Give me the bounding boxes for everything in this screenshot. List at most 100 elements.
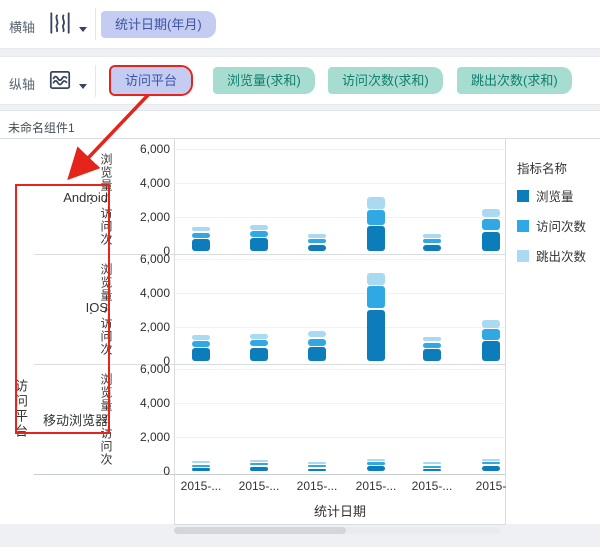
bar-segment-跳出次数[interactable] — [482, 209, 500, 218]
x-tick-label: 2015-... — [355, 479, 397, 493]
legend-item-pageviews[interactable]: 浏览量 — [517, 186, 586, 205]
bar-segment-跳出次数[interactable] — [423, 337, 441, 342]
bar-segment-浏览量[interactable] — [367, 226, 385, 251]
bar-segment-浏览量[interactable] — [423, 469, 441, 471]
y-tick-label: 6,000 — [139, 142, 170, 156]
bar-segment-访问次数[interactable] — [192, 232, 210, 238]
field-pill-visits[interactable]: 访问次数(求和) — [328, 67, 443, 94]
chart-component: 未命名组件1 0 2,000 4,000 6,000 浏览量/访问次⋮ Android 0 2… — [0, 110, 600, 525]
legend-item-visits[interactable]: 访问次数 — [517, 216, 586, 235]
bar-segment-跳出次数[interactable] — [308, 461, 326, 464]
facet-row-label: IOS — [85, 300, 108, 315]
field-pill-platform[interactable]: 访问平台 — [108, 65, 194, 96]
bar-segment-访问次数[interactable] — [482, 462, 500, 465]
bar-segment-浏览量[interactable] — [308, 244, 326, 251]
bar-segment-跳出次数[interactable] — [482, 320, 500, 328]
horizontal-axis-label: 横轴 — [9, 20, 36, 35]
divider — [95, 8, 96, 40]
legend-title: 指标名称 — [517, 162, 568, 176]
field-pill-date[interactable]: 统计日期(年月) — [101, 11, 216, 38]
bar-segment-跳出次数[interactable] — [250, 333, 268, 339]
bar-segment-浏览量[interactable] — [367, 310, 385, 361]
y-tick-label: 4,000 — [139, 286, 170, 300]
bar-segment-浏览量[interactable] — [192, 239, 210, 251]
bar-segment-浏览量[interactable] — [367, 466, 385, 471]
bar-segment-浏览量[interactable] — [482, 341, 500, 361]
bar-segment-浏览量[interactable] — [250, 238, 268, 252]
y-tick-label: 6,000 — [139, 252, 170, 266]
bar-segment-浏览量[interactable] — [423, 244, 441, 251]
bar-segment-浏览量[interactable] — [423, 349, 441, 361]
field-pill-pageviews[interactable]: 浏览量(求和) — [213, 67, 315, 94]
y-tick-label: 0 — [163, 464, 170, 478]
y-tick-label: 6,000 — [139, 362, 170, 376]
bar-segment-跳出次数[interactable] — [482, 458, 500, 461]
chart-type-line-icon[interactable] — [47, 67, 73, 93]
bar-segment-访问次数[interactable] — [308, 465, 326, 468]
bar-segment-跳出次数[interactable] — [367, 458, 385, 461]
bar-segment-访问次数[interactable] — [250, 463, 268, 465]
chevron-down-icon[interactable] — [79, 84, 87, 89]
bar-segment-访问次数[interactable] — [423, 342, 441, 348]
bar-segment-访问次数[interactable] — [482, 329, 500, 340]
bar-segment-浏览量[interactable] — [308, 347, 326, 361]
scrollbar-thumb[interactable] — [174, 527, 346, 534]
bar-segment-浏览量[interactable] — [250, 466, 268, 471]
bar-segment-访问次数[interactable] — [308, 338, 326, 346]
x-tick-label: 2015-... — [411, 479, 453, 493]
bar-segment-访问次数[interactable] — [250, 231, 268, 237]
bar-segment-访问次数[interactable] — [308, 239, 326, 243]
bar-segment-浏览量[interactable] — [308, 468, 326, 471]
x-tick-label: 2015-... — [296, 479, 338, 493]
bar-segment-访问次数[interactable] — [192, 464, 210, 467]
legend-item-bounces[interactable]: 跳出次数 — [517, 246, 586, 265]
horizontal-scrollbar[interactable] — [174, 527, 500, 534]
annotation-highlight-box — [15, 184, 110, 434]
bar-segment-跳出次数[interactable] — [423, 462, 441, 464]
plot-left-border — [174, 138, 175, 524]
bar-segment-浏览量[interactable] — [192, 348, 210, 362]
bar-segment-访问次数[interactable] — [367, 462, 385, 465]
bar-segment-访问次数[interactable] — [250, 340, 268, 347]
bar-segment-访问次数[interactable] — [367, 286, 385, 309]
y-tick-label: 2,000 — [139, 430, 170, 444]
chevron-down-icon[interactable] — [79, 27, 87, 32]
bar-segment-跳出次数[interactable] — [250, 459, 268, 462]
bar-segment-浏览量[interactable] — [250, 347, 268, 361]
bar-segment-跳出次数[interactable] — [308, 330, 326, 338]
facet-row-label: Android — [63, 190, 108, 205]
chart-type-bar-icon[interactable] — [47, 10, 73, 36]
bar-segment-跳出次数[interactable] — [192, 226, 210, 231]
bar-segment-跳出次数[interactable] — [367, 197, 385, 209]
gridline — [175, 259, 505, 260]
bar-segment-跳出次数[interactable] — [308, 234, 326, 238]
bar-segment-跳出次数[interactable] — [192, 461, 210, 464]
bar-segment-访问次数[interactable] — [423, 239, 441, 243]
bar-segment-跳出次数[interactable] — [367, 273, 385, 285]
bar-segment-浏览量[interactable] — [192, 468, 210, 471]
bar-segment-访问次数[interactable] — [423, 465, 441, 468]
bar-segment-访问次数[interactable] — [367, 210, 385, 225]
bar-segment-跳出次数[interactable] — [423, 234, 441, 238]
bar-segment-跳出次数[interactable] — [192, 334, 210, 340]
horizontal-axis-row: 横轴 统计日期(年月) — [0, 0, 600, 49]
divider — [95, 65, 96, 97]
bar-segment-访问次数[interactable] — [192, 341, 210, 347]
y-tick-label: 4,000 — [139, 396, 170, 410]
bar-segment-访问次数[interactable] — [482, 218, 500, 230]
x-tick-label: 2015-... — [180, 479, 222, 493]
frame-top-border — [0, 138, 600, 139]
bar-segment-跳出次数[interactable] — [250, 225, 268, 230]
gridline — [175, 293, 505, 294]
bar-segment-浏览量[interactable] — [482, 231, 500, 252]
component-title[interactable]: 未命名组件1 — [8, 121, 75, 135]
field-pill-bounces[interactable]: 跳出次数(求和) — [457, 67, 572, 94]
bar-segment-浏览量[interactable] — [482, 465, 500, 471]
x-tick-label: 2015- — [475, 479, 507, 493]
legend-swatch-visits — [517, 219, 529, 232]
x-axis-line — [34, 474, 505, 475]
legend: 指标名称 浏览量 访问次数 跳出次数 — [517, 158, 586, 276]
plot-right-border — [505, 138, 506, 524]
facet-row-label: 移动浏览器 — [42, 413, 108, 428]
